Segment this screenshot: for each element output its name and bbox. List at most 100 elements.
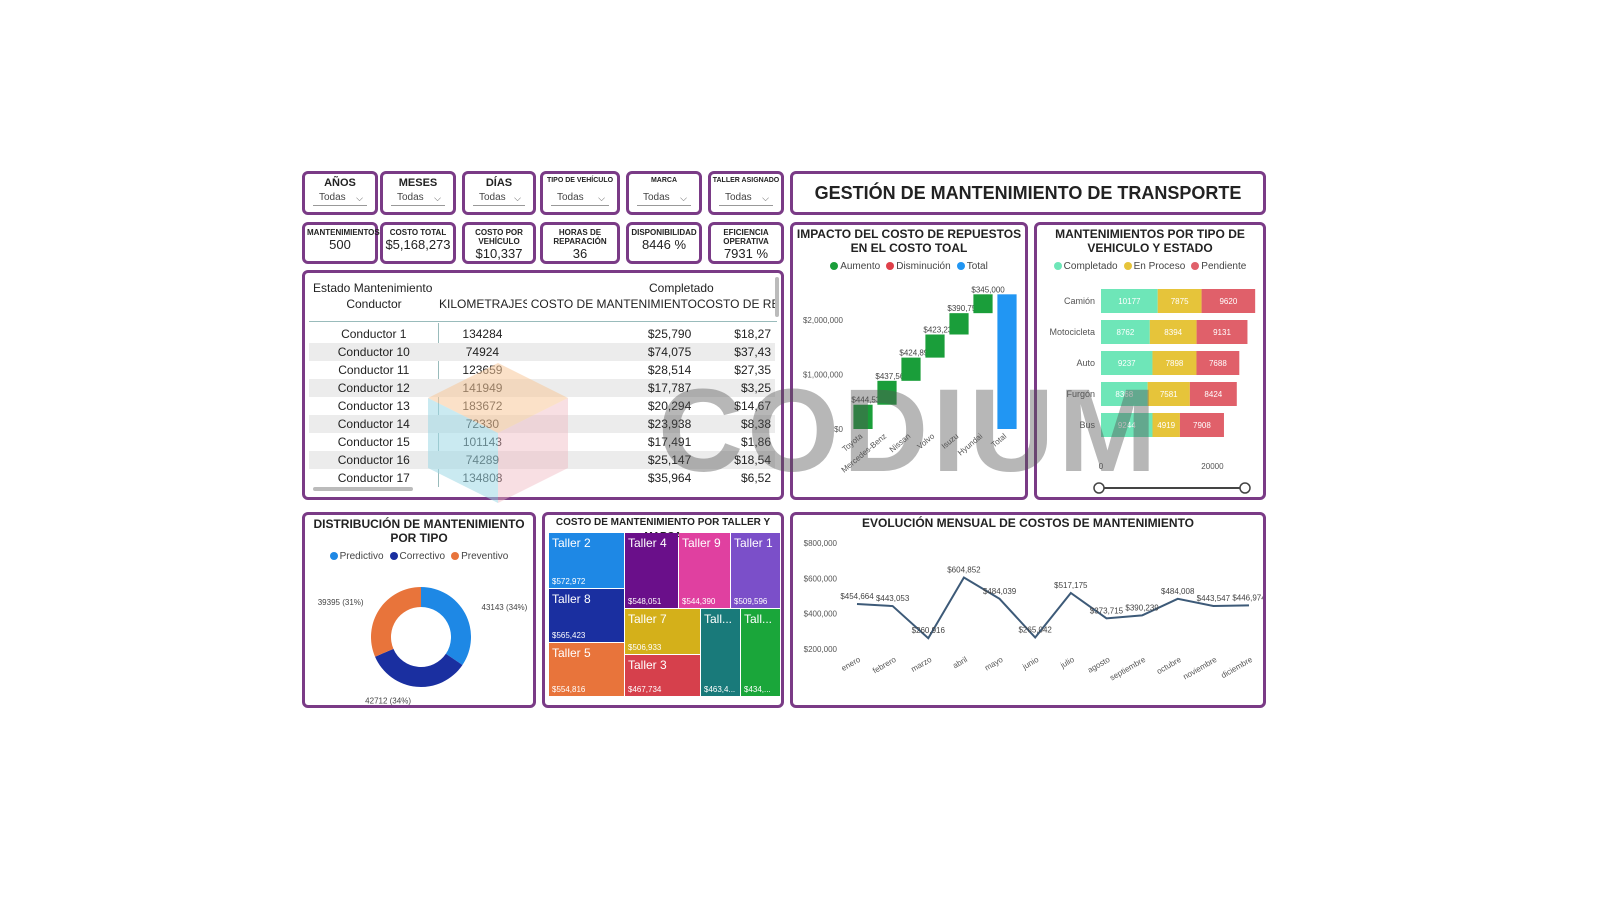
stacked-bar-segment[interactable]	[1147, 382, 1190, 406]
treemap-cell[interactable]: Taller 3 $467,734	[625, 655, 700, 696]
treemap-cell[interactable]: Taller 8 $565,423	[549, 589, 624, 642]
range-slider-handle[interactable]	[1093, 482, 1105, 494]
data-label: 9237	[1118, 359, 1136, 368]
waterfall-bar[interactable]	[877, 380, 897, 405]
data-label: 7875	[1171, 297, 1189, 306]
vertical-scrollbar[interactable]	[775, 277, 779, 317]
slicer-dropdown[interactable]: Todas ⌵	[473, 190, 525, 206]
slicer-3[interactable]: TIPO DE VEHÍCULO Todas ⌵	[540, 171, 620, 215]
legend-item[interactable]: Correctivo	[389, 551, 445, 562]
slicer-dropdown[interactable]: Todas ⌵	[391, 190, 445, 206]
legend-item[interactable]: Aumento	[830, 261, 880, 272]
donut-slice[interactable]	[375, 648, 463, 687]
slicer-dropdown[interactable]: Todas ⌵	[637, 190, 691, 206]
legend-item[interactable]: Preventivo	[451, 551, 508, 562]
treemap-label: Taller 2	[552, 536, 591, 550]
table-cell: Conductor 14	[309, 415, 439, 433]
slicer-4[interactable]: MARCA Todas ⌵	[626, 171, 702, 215]
table-cell: $28,514	[647, 363, 692, 377]
table-row[interactable]: Conductor 10 74924 $74,075 $37,43	[309, 343, 775, 361]
legend-item[interactable]: Completado	[1053, 261, 1118, 272]
horizontal-scrollbar[interactable]	[313, 487, 413, 491]
treemap-cell[interactable]: Taller 5 $554,816	[549, 643, 624, 696]
table-row[interactable]: Conductor 12 141949 $17,787 $3,25	[309, 379, 775, 397]
table-row[interactable]: Conductor 15 101143 $17,491 $1,86	[309, 433, 775, 451]
matrix-body[interactable]: Conductor 1 134284 $25,790 $18,27 Conductor …	[309, 323, 775, 487]
table-cell: $3,25	[695, 379, 775, 397]
waterfall-bar[interactable]	[973, 294, 993, 314]
stacked-bar-segment[interactable]	[1152, 351, 1197, 375]
treemap-label: Taller 4	[628, 536, 667, 550]
stacked-bar-segment[interactable]	[1101, 289, 1158, 313]
table-row[interactable]: Conductor 17 134808 $35,964 $6,52	[309, 469, 775, 487]
legend-item[interactable]: Disminución	[886, 261, 951, 272]
legend-item[interactable]: En Proceso	[1123, 261, 1185, 272]
treemap-value: $548,051	[628, 597, 662, 606]
stacked-bar-segment[interactable]	[1101, 413, 1153, 437]
x-tick-label: Hyundai	[956, 431, 984, 457]
donut-slice[interactable]	[371, 587, 421, 657]
table-row[interactable]: Conductor 11 123659 $28,514 $27,35	[309, 361, 775, 379]
treemap-cell[interactable]: Taller 2 $572,972	[549, 533, 624, 588]
treemap-cell[interactable]: Taller 7 $506,933	[625, 609, 700, 654]
kpi-value: 500	[329, 237, 351, 252]
matrix-column-headers: Conductor KILOMETRAJES COSTO DE MANTENIMIE…	[305, 297, 777, 317]
line-chart: $200,000 $400,000 $600,000 $800,000 $454,664…	[804, 539, 1263, 683]
stacked-title: MANTENIMIENTOS POR TIPO DE VEHICULO Y ES…	[1055, 227, 1245, 255]
data-label: 7908	[1193, 421, 1211, 430]
line-series[interactable]	[856, 576, 1250, 640]
matrix-column-header[interactable]: KILOMETRAJES	[439, 297, 527, 311]
stacked-bar-segment[interactable]	[1101, 382, 1148, 406]
waterfall-bar[interactable]	[997, 294, 1017, 429]
stacked-bar-segment[interactable]	[1189, 382, 1237, 406]
treemap-cell[interactable]: Tall... $434,...	[741, 609, 780, 696]
waterfall-bar[interactable]	[853, 404, 873, 429]
waterfall-bar[interactable]	[949, 313, 969, 335]
slicer-dropdown[interactable]: Todas ⌵	[313, 190, 367, 206]
slicer-0[interactable]: AÑOS Todas ⌵	[302, 171, 378, 215]
table-row[interactable]: Conductor 1 134284 $25,790 $18,27	[309, 325, 775, 343]
data-label: $484,008	[1161, 587, 1195, 596]
waterfall-bar[interactable]	[925, 334, 945, 358]
stacked-bar-segment[interactable]	[1101, 320, 1150, 344]
x-tick-label: septiembre	[1108, 655, 1147, 683]
legend-dot-icon	[956, 262, 965, 271]
slicer-2[interactable]: DÍAS Todas ⌵	[462, 171, 536, 215]
legend-item[interactable]: Total	[956, 261, 988, 272]
treemap-value: $554,816	[552, 685, 586, 694]
x-tick-label: Nissan	[888, 432, 913, 455]
stacked-bar-segment[interactable]	[1157, 289, 1202, 313]
matrix-column-header[interactable]: Conductor	[346, 297, 402, 311]
stacked-bar-segment[interactable]	[1201, 289, 1256, 313]
legend-item[interactable]: Pendiente	[1191, 261, 1246, 272]
treemap-cell[interactable]: Taller 9 $544,390	[679, 533, 730, 608]
stacked-bar-segment[interactable]	[1101, 351, 1153, 375]
donut-slice[interactable]	[421, 587, 471, 665]
slicer-5[interactable]: TALLER ASIGNADO Todas ⌵	[708, 171, 784, 215]
matrix-column-header[interactable]: COSTO DE MANTENIMIENTO	[530, 297, 697, 311]
range-slider-handle[interactable]	[1239, 482, 1251, 494]
slicer-dropdown[interactable]: Todas ⌵	[551, 190, 609, 206]
table-cell: Conductor 16	[309, 451, 439, 469]
table-cell: Conductor 13	[337, 399, 410, 413]
table-row[interactable]: Conductor 14 72330 $23,938 $8,38	[309, 415, 775, 433]
stacked-bar-segment[interactable]	[1149, 320, 1197, 344]
stacked-bar-segment[interactable]	[1196, 351, 1240, 375]
slicer-dropdown[interactable]: Todas ⌵	[719, 190, 773, 206]
table-cell: 72330	[438, 415, 527, 433]
treemap-cell[interactable]: Tall... $463,4...	[701, 609, 740, 696]
legend-item[interactable]: Predictivo	[329, 551, 384, 562]
legend-label: Completado	[1063, 261, 1118, 272]
slicer-1[interactable]: MESES Todas ⌵	[380, 171, 456, 215]
matrix-column-header[interactable]: COSTO DE REI	[697, 297, 777, 311]
waterfall-bar[interactable]	[901, 357, 921, 381]
stacked-bar-segment[interactable]	[1152, 413, 1180, 437]
treemap-cell[interactable]: Taller 4 $548,051	[625, 533, 678, 608]
stacked-bar-segment[interactable]	[1196, 320, 1248, 344]
kpi-label: DISPONIBILIDAD	[631, 228, 697, 237]
treemap-cell[interactable]: Taller 1 $509,596	[731, 533, 780, 608]
data-label: $437,569	[875, 372, 909, 381]
table-row[interactable]: Conductor 13 183672 $20,294 $14,67	[309, 397, 775, 415]
table-row[interactable]: Conductor 16 74289 $25,147 $18,54	[309, 451, 775, 469]
stacked-bar-segment[interactable]	[1179, 413, 1224, 437]
